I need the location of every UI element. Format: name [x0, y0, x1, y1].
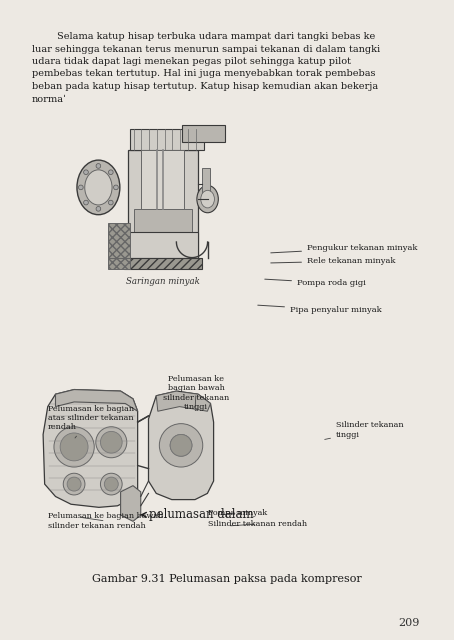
Circle shape [54, 427, 94, 467]
Polygon shape [43, 390, 138, 508]
Text: Silinder tekanan rendah: Silinder tekanan rendah [208, 520, 307, 528]
Ellipse shape [201, 190, 214, 208]
Text: Selama katup hisap terbuka udara mampat dari tangki bebas ke: Selama katup hisap terbuka udara mampat … [32, 32, 375, 41]
Text: Pengukur tekanan minyak: Pengukur tekanan minyak [271, 244, 418, 253]
Text: Rele tekanan minyak: Rele tekanan minyak [271, 257, 395, 265]
Text: luar sehingga tekanan terus menurun sampai tekanan di dalam tangki: luar sehingga tekanan terus menurun samp… [32, 45, 380, 54]
Text: Pipa penyalur minyak: Pipa penyalur minyak [258, 305, 382, 314]
Polygon shape [156, 391, 211, 412]
Text: Saringan minyak: Saringan minyak [126, 277, 200, 286]
Bar [108, 257, 129, 269]
Text: Pelumasan ke bagian
atas silinder tekanan
rendah: Pelumasan ke bagian atas silinder tekana… [48, 405, 134, 438]
Circle shape [170, 435, 192, 456]
Circle shape [170, 435, 192, 456]
Polygon shape [121, 486, 141, 522]
Text: udara tidak dapat lagi menekan pegas pilot sehingga katup pilot: udara tidak dapat lagi menekan pegas pil… [32, 57, 351, 66]
Ellipse shape [85, 170, 112, 205]
Circle shape [63, 473, 85, 495]
Text: beban pada katup hisap tertutup. Katup hisap kemudian akan bekerja: beban pada katup hisap tertutup. Katup h… [32, 82, 378, 91]
Bar [128, 232, 198, 257]
Bar [141, 150, 184, 209]
Bar [124, 257, 202, 269]
Text: Pompa roda gigi: Pompa roda gigi [265, 279, 366, 287]
Bar [128, 150, 198, 257]
Circle shape [96, 207, 101, 211]
Circle shape [60, 433, 88, 461]
Text: Pompa minyak: Pompa minyak [208, 509, 267, 517]
Text: 209: 209 [399, 618, 420, 628]
Bar [182, 125, 225, 141]
Text: Pelumasan ke bagian bawah
silinder tekanan rendah: Pelumasan ke bagian bawah silinder tekan… [48, 513, 163, 530]
Circle shape [100, 473, 122, 495]
Circle shape [109, 200, 113, 205]
Polygon shape [55, 390, 138, 412]
Circle shape [96, 427, 127, 458]
Text: normaˈ: normaˈ [32, 95, 67, 104]
Circle shape [159, 424, 203, 467]
Text: pelumasan dalam: pelumasan dalam [142, 508, 253, 522]
Circle shape [84, 200, 89, 205]
Circle shape [67, 477, 81, 491]
Bar [129, 129, 204, 150]
Polygon shape [148, 391, 213, 500]
Ellipse shape [77, 160, 120, 214]
Circle shape [96, 164, 101, 168]
Circle shape [84, 170, 89, 175]
Text: Gambar 9.31 Pelumasan paksa pada kompresor: Gambar 9.31 Pelumasan paksa pada kompres… [92, 574, 362, 584]
Ellipse shape [197, 186, 218, 212]
Bar [202, 168, 210, 199]
Circle shape [100, 431, 122, 453]
Circle shape [109, 170, 113, 175]
Bar [108, 223, 129, 257]
Circle shape [114, 185, 118, 189]
Text: pembebas tekan tertutup. Hal ini juga menyebabkan torak pembebas: pembebas tekan tertutup. Hal ini juga me… [32, 70, 375, 79]
Text: Silinder tekanan
tinggi: Silinder tekanan tinggi [325, 421, 404, 440]
Circle shape [79, 185, 83, 189]
Circle shape [104, 477, 118, 491]
Text: Pelumasan ke
bagian bawah
silinder tekanan
tinggi: Pelumasan ke bagian bawah silinder tekan… [163, 375, 229, 411]
Bar [133, 209, 192, 232]
